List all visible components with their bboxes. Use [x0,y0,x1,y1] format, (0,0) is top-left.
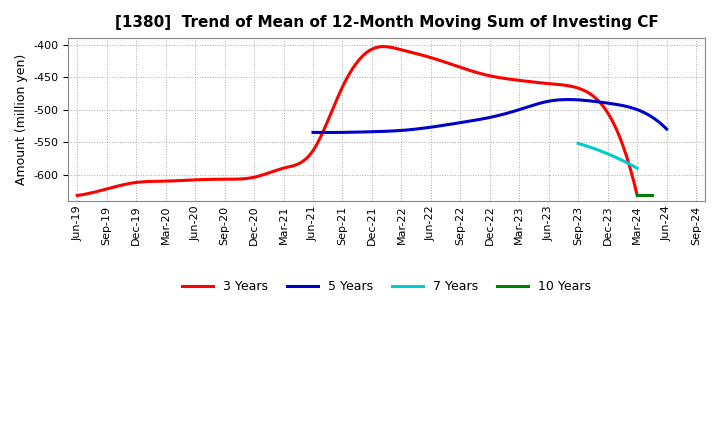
5 Years [323,130,331,135]
5 Years [309,130,318,135]
5 Years [310,130,318,135]
3 Years [73,193,81,198]
Line: 5 Years: 5 Years [313,99,667,132]
3 Years [408,50,417,55]
7 Years [574,141,582,146]
5 Years [631,106,640,112]
3 Years [406,50,415,55]
Legend: 3 Years, 5 Years, 7 Years, 10 Years: 3 Years, 5 Years, 7 Years, 10 Years [177,275,596,298]
10 Years [647,193,656,198]
Line: 3 Years: 3 Years [77,47,637,195]
3 Years [418,52,426,58]
5 Years [519,106,528,111]
Line: 7 Years: 7 Years [578,143,637,168]
5 Years [526,103,535,109]
7 Years [576,142,585,147]
Y-axis label: Amount (million yen): Amount (million yen) [15,54,28,185]
5 Years [521,105,529,110]
7 Years [590,146,598,151]
3 Years [546,81,555,86]
5 Years [662,126,671,132]
3 Years [633,193,642,198]
7 Years [633,165,642,171]
Title: [1380]  Trend of Mean of 12-Month Moving Sum of Investing CF: [1380] Trend of Mean of 12-Month Moving … [114,15,659,30]
7 Years [630,164,639,169]
7 Years [628,163,636,168]
3 Years [380,44,389,49]
10 Years [633,193,642,198]
7 Years [577,142,586,147]
5 Years [564,97,573,102]
7 Years [585,144,593,150]
3 Years [582,89,591,94]
5 Years [609,101,618,106]
3 Years [75,193,84,198]
